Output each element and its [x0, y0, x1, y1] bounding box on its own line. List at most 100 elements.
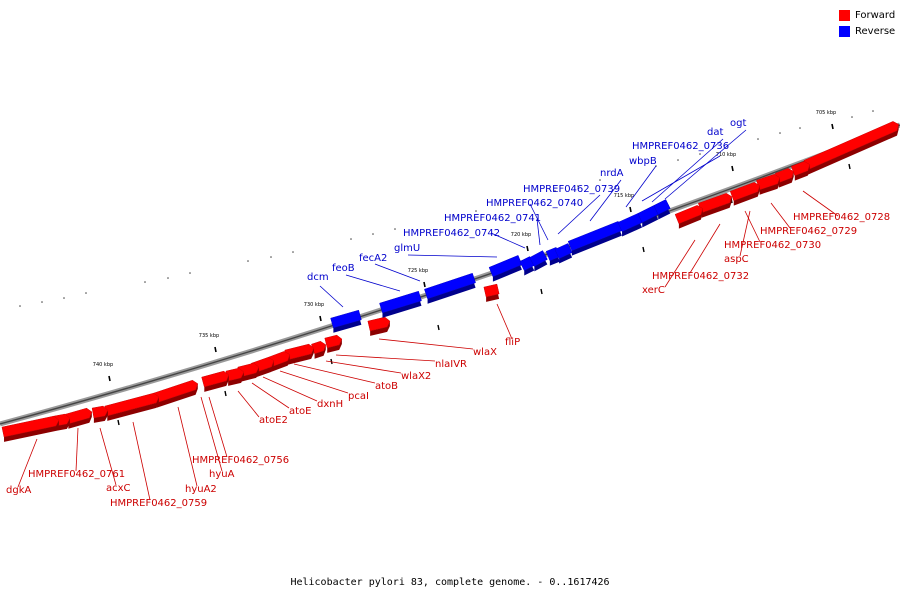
gene-block-forward-side	[794, 164, 810, 181]
tick-dot	[41, 301, 43, 303]
forward-gene-label: dgkA	[6, 485, 31, 496]
tick-dot	[372, 233, 374, 235]
forward-gene-leader	[99, 427, 117, 486]
forward-gene-label: HMPREF0462_0728	[793, 212, 890, 223]
reverse-gene-leader	[651, 138, 724, 203]
forward-gene-leader	[279, 370, 349, 394]
legend-forward-swatch	[839, 10, 850, 21]
forward-gene-leader	[75, 427, 79, 472]
tick-dot	[677, 159, 679, 161]
forward-gene-leader	[496, 303, 513, 340]
legend-reverse-swatch	[839, 26, 850, 37]
gene-block-forward-side	[271, 354, 290, 372]
tick-mark	[831, 123, 834, 130]
gene-block-forward-side	[204, 374, 229, 392]
tick-dot	[475, 210, 477, 212]
gene-block-forward	[790, 161, 811, 176]
legend-reverse-label: Reverse	[855, 26, 896, 37]
gene-block-forward-side	[228, 372, 244, 386]
tick-mark	[848, 163, 851, 170]
forward-gene-label: wlaX	[473, 347, 497, 358]
reverse-gene-leader	[319, 285, 344, 308]
forward-gene-leader	[664, 239, 696, 288]
gene-block-forward-side	[240, 367, 259, 382]
tick-dot	[85, 292, 87, 294]
forward-gene-label: HMPREF0462_0732	[652, 271, 749, 282]
legend-forward-label: Forward	[855, 10, 896, 21]
gene-block-forward-side	[314, 344, 326, 359]
tick-dot	[577, 185, 579, 187]
forward-gene-label: HMPREF0462_0730	[724, 240, 821, 251]
tick-label: 725 kbp	[408, 268, 428, 274]
tick-dot	[144, 281, 146, 283]
gene-block-reverse	[330, 309, 362, 329]
gene-block-forward	[311, 340, 327, 355]
tick-dot	[757, 138, 759, 140]
tick-mark	[117, 419, 120, 426]
reverse-gene-label: glmU	[394, 243, 420, 254]
genome-caption: Helicobacter pylori 83, complete genome.…	[290, 577, 610, 588]
gene-block-forward-side	[156, 383, 198, 408]
reverse-gene-label: feoB	[332, 263, 355, 274]
tick-label: 715 kbp	[614, 193, 634, 199]
tick-dot	[799, 127, 801, 129]
gene-block-forward-side	[759, 177, 780, 195]
legend: Forward Reverse	[839, 9, 895, 41]
gene-block-forward	[674, 205, 703, 224]
gene-block-reverse-side	[534, 255, 548, 272]
reverse-gene-leader	[490, 232, 526, 249]
gene-block-forward	[483, 283, 500, 298]
tick-mark	[224, 390, 227, 397]
forward-gene-label: fliP	[505, 337, 520, 348]
reverse-gene-leader	[536, 218, 541, 246]
gene-block-forward-side	[678, 208, 703, 229]
genome-backbone-line	[0, 124, 900, 425]
gene-block-reverse	[379, 290, 422, 314]
tick-dot	[452, 215, 454, 217]
gene-block-forward-side	[701, 196, 732, 218]
forward-gene-label: atoE2	[259, 415, 288, 426]
gene-block-forward-side	[93, 410, 108, 423]
forward-gene-leader	[262, 376, 318, 402]
tick-mark	[423, 281, 426, 288]
tick-mark	[214, 346, 217, 353]
forward-gene-label: HMPREF0462_0729	[760, 226, 857, 237]
gene-block-reverse	[529, 250, 548, 267]
forward-gene-leader	[237, 390, 260, 418]
tick-mark	[731, 165, 734, 172]
forward-gene-label: xerC	[642, 285, 665, 296]
forward-gene-label: atoB	[375, 381, 398, 392]
tick-mark	[629, 206, 632, 213]
reverse-gene-leader	[529, 203, 549, 241]
forward-gene-leader	[200, 396, 223, 472]
forward-gene-label: HMPREF0462_0761	[28, 469, 125, 480]
reverse-gene-leader	[345, 274, 401, 292]
tick-dot	[779, 132, 781, 134]
tick-mark	[526, 245, 529, 252]
forward-gene-leader	[208, 396, 228, 458]
gene-block-forward-side	[254, 360, 274, 378]
reverse-gene-label: wbpB	[629, 156, 657, 167]
tick-dot	[247, 260, 249, 262]
legend-forward: Forward	[839, 9, 895, 22]
tick-dot	[497, 204, 499, 206]
genome-backbone	[0, 122, 900, 427]
gene-block-reverse	[554, 243, 573, 259]
gene-labels: HMPREF0462_0728 HMPREF0462_0729 HMPREF0462…	[6, 118, 890, 509]
reverse-gene-leader	[641, 155, 721, 202]
gene-block-forward-side	[327, 339, 342, 353]
tick-mark	[319, 315, 322, 322]
gene-block-forward	[91, 405, 109, 419]
tick-dot	[167, 277, 169, 279]
forward-gene-leader	[739, 210, 751, 257]
tick-mark	[540, 288, 543, 295]
gene-block-forward	[367, 316, 391, 332]
tick-dot	[554, 190, 556, 192]
gene-block-forward-side	[808, 124, 899, 175]
tick-label: 710 kbp	[716, 152, 736, 158]
gene-block-forward-side	[4, 420, 59, 442]
tick-dot	[19, 305, 21, 307]
forward-gene-leader	[325, 360, 402, 374]
tick-label: 735 kbp	[199, 333, 219, 339]
reverse-gene-leader	[589, 179, 622, 222]
